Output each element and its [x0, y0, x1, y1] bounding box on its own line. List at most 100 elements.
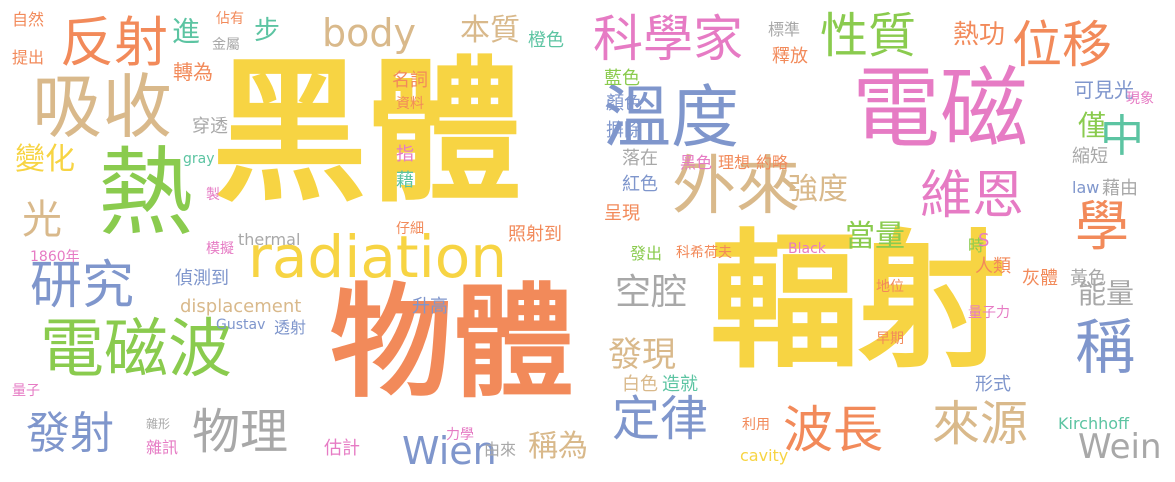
word: 地位 [876, 279, 904, 295]
word: 藉 [396, 170, 414, 191]
word: 強度 [788, 172, 848, 207]
word: 橙色 [528, 30, 564, 51]
word: 物理 [192, 404, 289, 460]
word: 藍色 [604, 68, 640, 89]
word: Gustav [216, 317, 266, 333]
word: 電磁 [852, 57, 1029, 160]
word: 科希荷夫 [676, 245, 732, 261]
word: Wien [402, 429, 497, 473]
word: 人類 [975, 256, 1011, 277]
word: 來源 [932, 396, 1029, 452]
word: 研究 [30, 256, 135, 316]
word: 時 [968, 236, 985, 255]
word: 偵測到 [175, 268, 229, 289]
word: 雜形 [146, 417, 171, 431]
word: 自然 [12, 10, 45, 29]
word: 發射 [26, 408, 114, 459]
word: 光 [22, 197, 62, 243]
word: 波長 [783, 401, 883, 459]
word: 輻射 [710, 216, 1006, 388]
word: 呈現 [604, 203, 640, 224]
word: 黃色 [1070, 268, 1106, 289]
word: 利用 [742, 417, 770, 433]
word: 本質 [460, 13, 520, 48]
word: 紅色 [622, 174, 658, 195]
word: 形式 [975, 374, 1011, 395]
word: 縮短 [1072, 146, 1108, 167]
word: 資料 [396, 96, 424, 112]
word: displacement [180, 296, 302, 317]
word: 顏色 [606, 93, 642, 114]
word: S [978, 230, 990, 251]
word: 佔有 [216, 11, 244, 27]
word: 估計 [324, 438, 360, 459]
word: 外來 [672, 150, 800, 224]
word: 發出 [630, 244, 663, 263]
word: 現象 [1126, 91, 1154, 107]
word: 熱 [98, 137, 194, 249]
word: 模擬 [206, 241, 234, 257]
word: 步 [254, 16, 281, 46]
word: 標準 [768, 20, 801, 39]
word: 位移 [1012, 16, 1112, 74]
word: 摒除 [606, 120, 642, 141]
word: 性質 [820, 8, 917, 64]
word: 造就 [662, 374, 698, 395]
word: body [322, 11, 416, 55]
word: 落在 [622, 148, 658, 169]
word: 黑色 [680, 153, 713, 172]
word: 灰體 [1022, 268, 1058, 289]
word: thermal [238, 230, 301, 249]
word: 升高 [412, 296, 448, 317]
word: 指 [396, 144, 414, 165]
word: Kirchhoff [1058, 414, 1130, 433]
word: 力學 [446, 427, 474, 443]
word: 白色 [622, 374, 658, 395]
word: 反射 [60, 11, 168, 74]
word: 由來 [484, 440, 517, 459]
word: 能量 [1078, 277, 1135, 310]
word: 仔細 [396, 221, 424, 237]
word: gray [183, 151, 215, 167]
word: 空腔 [615, 272, 688, 313]
word: 學 [1075, 195, 1129, 258]
word: 中 [1100, 111, 1144, 162]
word: 照射到 [508, 224, 562, 245]
word: 熱功 [953, 20, 1006, 50]
word: 量子 [12, 383, 40, 399]
word: 稱為 [528, 429, 588, 464]
word: 藉由 [1102, 178, 1138, 199]
word: 轉為 [173, 60, 213, 84]
word: 吸收 [32, 66, 172, 148]
word: 1860年 [30, 249, 80, 265]
word: 釋放 [772, 46, 808, 67]
word: cavity [740, 446, 789, 465]
word: radiation [248, 223, 507, 291]
word: 進 [172, 15, 201, 48]
word: Black [788, 241, 826, 257]
word: 電磁波 [40, 313, 232, 387]
word: 可見光 [1074, 78, 1134, 102]
word: 科學家 [593, 10, 743, 68]
word: Wein [1078, 427, 1162, 467]
word: 製 [206, 187, 220, 203]
word: 透射 [274, 318, 307, 337]
word: 約略 [756, 153, 789, 172]
word: 名詞 [392, 70, 428, 91]
word: 僅 [1078, 109, 1107, 142]
word: 理想 [718, 153, 751, 172]
word: 穿透 [192, 116, 228, 137]
word: 提出 [12, 48, 45, 67]
word: 變化 [15, 142, 75, 177]
word: 雜訊 [146, 438, 179, 457]
word: 金屬 [212, 37, 240, 53]
word: 發現 [608, 335, 676, 375]
word: law [1072, 178, 1100, 197]
word: 溫度 [603, 79, 740, 158]
word: 量子力 [968, 305, 1010, 321]
word: 當量 [845, 219, 905, 254]
word: 稱 [1075, 313, 1135, 383]
word: 定律 [612, 391, 709, 447]
word: 早期 [876, 331, 904, 347]
